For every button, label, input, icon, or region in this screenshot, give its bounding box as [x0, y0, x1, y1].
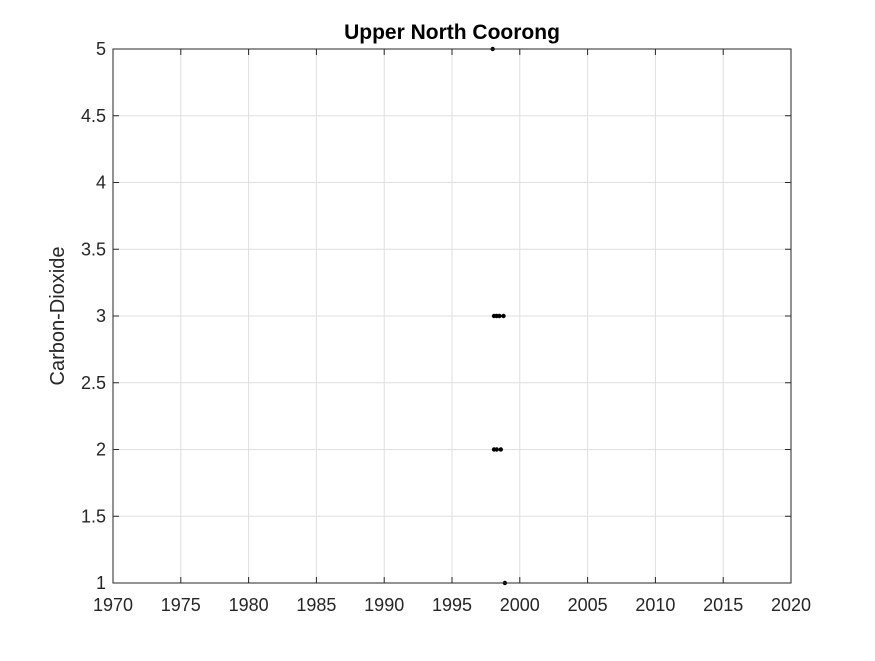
- y-tick-label: 2: [96, 440, 106, 460]
- x-tick-label: 2010: [635, 595, 675, 615]
- y-tick-label: 1: [96, 573, 106, 593]
- y-tick-label: 4.5: [81, 106, 106, 126]
- x-tick-label: 2000: [500, 595, 540, 615]
- x-tick-label: 1995: [432, 595, 472, 615]
- y-tick-label: 5: [96, 39, 106, 59]
- y-axis-label: Carbon-Dioxide: [47, 247, 69, 386]
- x-tick-label: 1980: [229, 595, 269, 615]
- x-tick-label: 1975: [161, 595, 201, 615]
- data-point: [497, 313, 502, 319]
- data-points: [490, 46, 508, 586]
- y-tick-label: 2.5: [81, 373, 106, 393]
- axis-ticks: 1970 1975 1980 1985 1990 1995 2000 2005 2010 2015…: [81, 39, 811, 615]
- data-point: [501, 313, 506, 319]
- y-tick-label: 1.5: [81, 506, 106, 526]
- y-tick-label: 3.5: [81, 239, 106, 259]
- y-tick-label: 3: [96, 306, 106, 326]
- x-tick-label: 2015: [703, 595, 743, 615]
- chart-title: Upper North Coorong: [344, 21, 560, 44]
- x-tick-label: 1985: [296, 595, 336, 615]
- grid-lines: [113, 49, 791, 583]
- x-tick-label: 2020: [771, 595, 811, 615]
- x-tick-label: 2005: [568, 595, 608, 615]
- data-point: [494, 447, 499, 452]
- x-tick-label: 1990: [364, 595, 404, 615]
- data-point: [498, 447, 504, 452]
- y-tick-label: 4: [96, 173, 106, 193]
- x-tick-label: 1970: [93, 595, 133, 615]
